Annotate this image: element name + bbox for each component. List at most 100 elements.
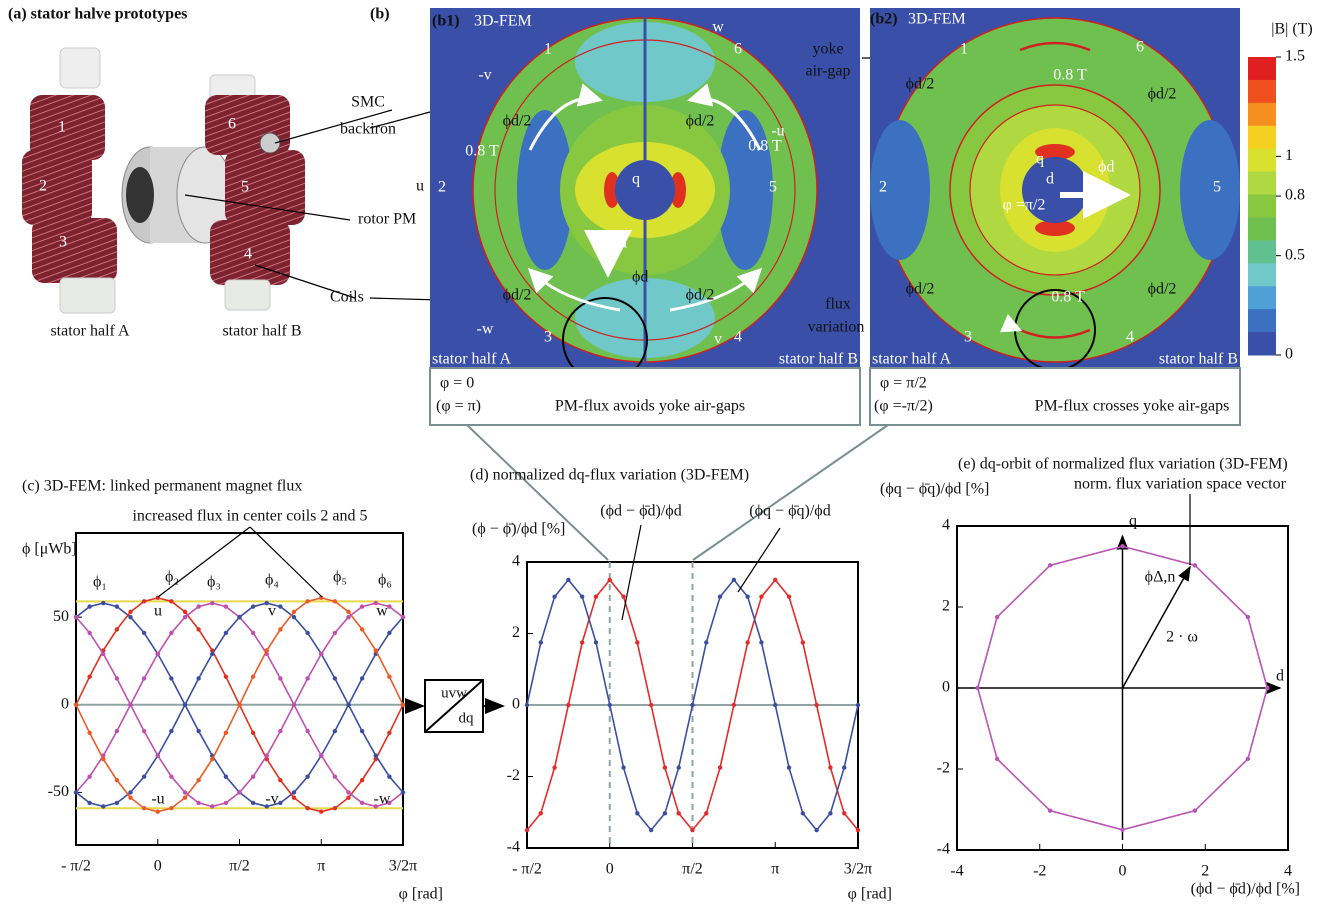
annotation: v bbox=[268, 603, 276, 620]
data-point bbox=[101, 652, 105, 656]
data-point bbox=[787, 594, 791, 598]
data-point bbox=[677, 765, 681, 769]
data-point bbox=[128, 610, 132, 614]
data-point bbox=[305, 774, 309, 778]
data-point bbox=[995, 757, 999, 761]
label: 2 bbox=[39, 178, 47, 195]
label: ϕd bbox=[1098, 159, 1114, 176]
data-point bbox=[265, 753, 269, 757]
data-point bbox=[237, 703, 241, 707]
x-tick-label: 0 bbox=[154, 858, 162, 875]
data-point bbox=[196, 801, 200, 805]
y-tick-label: -4 bbox=[507, 839, 520, 856]
data-point bbox=[169, 774, 173, 778]
data-point bbox=[594, 594, 598, 598]
data-point bbox=[580, 640, 584, 644]
data-point bbox=[305, 806, 309, 810]
data-point bbox=[87, 731, 91, 735]
data-point bbox=[387, 774, 391, 778]
data-point bbox=[237, 615, 241, 619]
leader-line bbox=[250, 527, 322, 597]
colorbar-band bbox=[1248, 126, 1276, 149]
data-point bbox=[374, 648, 378, 652]
x-tick-label: -4 bbox=[950, 863, 963, 880]
x-tick-label: - π/2 bbox=[61, 858, 91, 875]
label: v bbox=[714, 331, 722, 348]
annotation: -u bbox=[151, 791, 164, 808]
data-point bbox=[142, 806, 146, 810]
data-point bbox=[360, 801, 364, 805]
x-axis-label: φ [rad] bbox=[848, 886, 892, 903]
data-point bbox=[635, 640, 639, 644]
data-point bbox=[278, 801, 282, 805]
data-point bbox=[732, 578, 736, 582]
data-point bbox=[387, 675, 391, 679]
data-point bbox=[552, 765, 556, 769]
data-point bbox=[552, 594, 556, 598]
data-point bbox=[401, 790, 405, 794]
label: variation bbox=[808, 319, 865, 336]
data-point bbox=[142, 774, 146, 778]
y-tick-label: -50 bbox=[48, 783, 69, 800]
label: 4 bbox=[1126, 329, 1134, 346]
data-point bbox=[115, 676, 119, 680]
label: ϕd/2 bbox=[906, 281, 935, 298]
data-point bbox=[183, 610, 187, 614]
data-point bbox=[319, 753, 323, 757]
annotation: increased flux in center coils 2 and 5 bbox=[132, 508, 367, 525]
colorbar-band bbox=[1248, 217, 1276, 240]
data-point bbox=[142, 631, 146, 635]
data-point bbox=[856, 703, 860, 707]
label: 5 bbox=[241, 179, 249, 196]
data-point bbox=[251, 631, 255, 635]
data-point bbox=[346, 615, 350, 619]
label: ϕd/2 bbox=[503, 113, 532, 130]
colorbar-band bbox=[1248, 80, 1276, 103]
data-point bbox=[842, 765, 846, 769]
label: SMC bbox=[351, 94, 385, 111]
label: 2 bbox=[879, 179, 887, 196]
plot-frame bbox=[76, 533, 403, 845]
label: ϕd/2 bbox=[906, 76, 935, 93]
label: stator half B bbox=[1159, 351, 1238, 368]
annotation: -v bbox=[265, 791, 278, 808]
data-point bbox=[759, 640, 763, 644]
data-point bbox=[305, 599, 309, 603]
data-point bbox=[787, 765, 791, 769]
colorbar-band bbox=[1248, 149, 1276, 172]
chart-title: (d) normalized dq-flux variation (3D-FEM… bbox=[470, 467, 749, 484]
data-point bbox=[115, 801, 119, 805]
data-point bbox=[690, 828, 694, 832]
data-point bbox=[278, 778, 282, 782]
x-tick-label: 3/2π bbox=[389, 858, 418, 875]
data-point bbox=[74, 790, 78, 794]
label: (a) stator halve prototypes bbox=[8, 6, 187, 23]
label: 4 bbox=[734, 329, 742, 346]
label: 4 bbox=[244, 246, 252, 263]
data-point bbox=[237, 790, 241, 794]
annotation: w bbox=[376, 603, 388, 620]
label: φ = 0 bbox=[440, 375, 474, 392]
data-point bbox=[718, 594, 722, 598]
data-point bbox=[360, 676, 364, 680]
data-point bbox=[278, 676, 282, 680]
data-point bbox=[1265, 686, 1269, 690]
annotation: q bbox=[1129, 513, 1137, 530]
colorbar-tick-label: 0.8 bbox=[1285, 187, 1305, 204]
data-point bbox=[1048, 809, 1052, 813]
data-point bbox=[156, 652, 160, 656]
label: 1 bbox=[960, 41, 968, 58]
label: 6 bbox=[1136, 39, 1144, 56]
label: -w bbox=[477, 321, 494, 338]
data-point bbox=[333, 676, 337, 680]
data-point bbox=[196, 627, 200, 631]
data-point bbox=[360, 604, 364, 608]
colorbar-band bbox=[1248, 57, 1276, 80]
data-point bbox=[732, 703, 736, 707]
label: 3 bbox=[59, 234, 67, 251]
label: φ =π/2 bbox=[1003, 197, 1046, 214]
data-point bbox=[183, 790, 187, 794]
data-point bbox=[128, 615, 132, 619]
data-point bbox=[251, 774, 255, 778]
data-point bbox=[128, 795, 132, 799]
